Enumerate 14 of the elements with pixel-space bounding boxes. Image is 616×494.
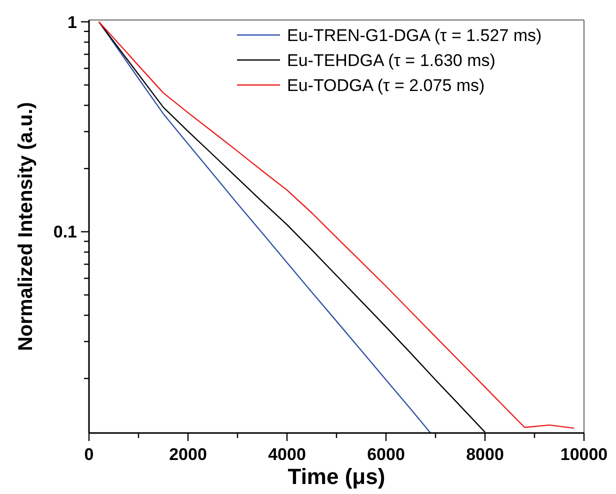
y-axis-title: Normalized Intensity (a.u.) [15,102,37,351]
x-tick-label: 0 [84,445,94,464]
line-series [98,21,575,429]
y-tick-label: 0.1 [53,222,77,242]
x-tick-label: 10000 [560,445,608,464]
legend-label: Eu-TREN-G1-DGA (τ = 1.527 ms) [287,26,542,45]
x-tick-label: 2000 [169,445,207,464]
legend-label: Eu-TEHDGA (τ = 1.630 ms) [287,51,496,70]
x-tick-label: 6000 [367,445,405,464]
x-tick-label: 4000 [268,445,306,464]
x-axis-title: Time (μs) [288,464,386,489]
y-tick-label: 1 [68,12,77,32]
x-tick-label: 8000 [466,445,504,464]
legend-label: Eu-TODGA (τ = 2.075 ms) [287,76,485,95]
